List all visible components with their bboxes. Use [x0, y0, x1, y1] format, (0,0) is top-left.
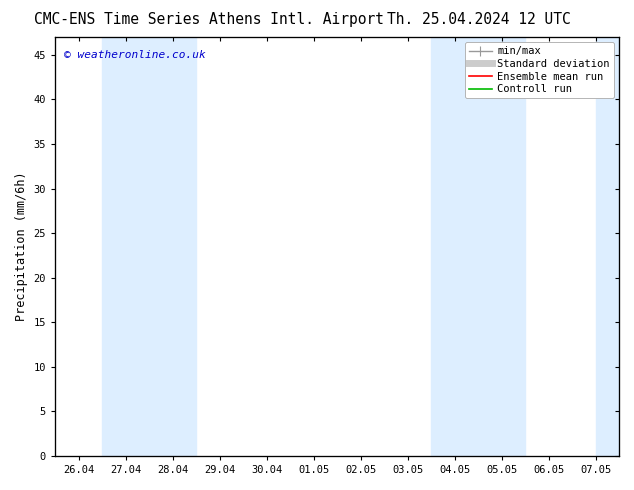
- Text: Th. 25.04.2024 12 UTC: Th. 25.04.2024 12 UTC: [387, 12, 571, 27]
- Bar: [595, 37, 619, 456]
- Text: © weatheronline.co.uk: © weatheronline.co.uk: [63, 49, 205, 60]
- Bar: [102, 37, 196, 456]
- Text: CMC-ENS Time Series Athens Intl. Airport: CMC-ENS Time Series Athens Intl. Airport: [34, 12, 384, 27]
- Y-axis label: Precipitation (mm/6h): Precipitation (mm/6h): [15, 172, 28, 321]
- Bar: [431, 37, 525, 456]
- Legend: min/max, Standard deviation, Ensemble mean run, Controll run: min/max, Standard deviation, Ensemble me…: [465, 42, 614, 98]
